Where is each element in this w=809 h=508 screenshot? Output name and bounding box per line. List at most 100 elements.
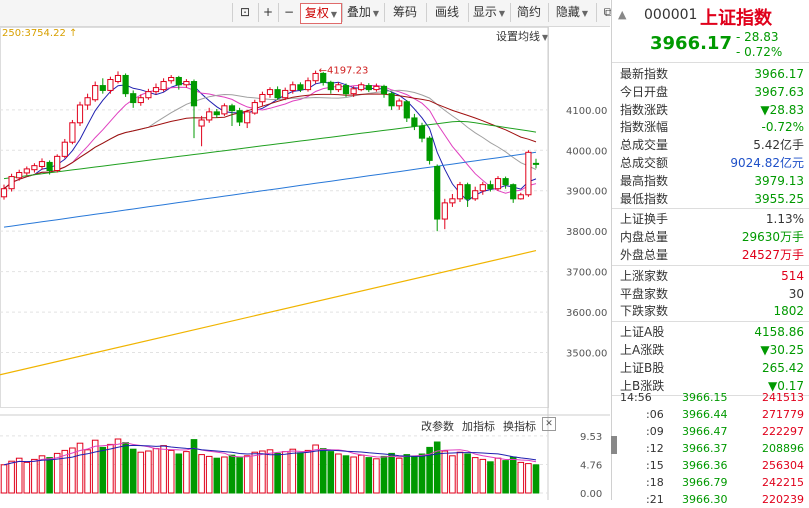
candle-body bbox=[434, 165, 441, 220]
toolbar-item-label: ⊡ bbox=[239, 5, 251, 19]
price-change-pct: - 0.72% bbox=[736, 45, 783, 59]
toolbar-item-1[interactable]: + bbox=[258, 3, 277, 22]
switch-indicator-link[interactable]: 换指标 bbox=[503, 420, 536, 433]
ma5-line bbox=[3, 81, 537, 202]
candle-body bbox=[304, 80, 312, 91]
volume-bar bbox=[449, 455, 456, 494]
candle-body bbox=[244, 111, 251, 124]
toolbar-item-0[interactable]: ⊡ bbox=[232, 3, 257, 22]
stat-value: 30 bbox=[788, 286, 804, 301]
volume-bar bbox=[145, 450, 152, 494]
ma-settings-button[interactable]: 设置均线 ▼ bbox=[496, 28, 548, 44]
candle-body bbox=[145, 91, 152, 99]
toolbar-item-label: 画线 bbox=[434, 5, 459, 19]
candle-body bbox=[190, 81, 198, 107]
scroll-up-icon[interactable]: ▲ bbox=[618, 8, 627, 21]
divider bbox=[612, 264, 809, 266]
stock-name: 上证指数 bbox=[700, 8, 772, 29]
volume-bar bbox=[494, 457, 502, 494]
tick-volume: 241513 bbox=[762, 391, 804, 404]
candle-body bbox=[23, 168, 30, 174]
stat-row: 上证换手 1.13% bbox=[620, 210, 808, 228]
tick-price: 3966.30 bbox=[682, 493, 728, 506]
volume-bar bbox=[274, 452, 281, 494]
toolbar-item-8[interactable]: 简约 bbox=[510, 3, 547, 22]
toolbar-item-5[interactable]: 筹码 bbox=[384, 3, 425, 22]
volume-ma5-line bbox=[3, 442, 537, 466]
toolbar-item-6[interactable]: 画线 bbox=[426, 3, 467, 22]
volume-bar bbox=[357, 454, 365, 494]
stat-label: 最新指数 bbox=[620, 67, 669, 81]
volume-bar bbox=[532, 464, 540, 494]
tick-time: :09 bbox=[646, 425, 664, 438]
candle-body bbox=[472, 190, 479, 200]
toolbar-item-4[interactable]: 叠加 ▼ bbox=[342, 3, 383, 22]
tick-row: :21 3966.30 220239 bbox=[620, 492, 808, 508]
candle-body bbox=[297, 84, 304, 91]
tick-row: :09 3966.47 222297 bbox=[620, 424, 808, 440]
volume-bar bbox=[175, 453, 183, 494]
volume-bar bbox=[304, 449, 312, 494]
candle-body bbox=[8, 176, 15, 190]
stat-label: 内盘总量 bbox=[620, 230, 669, 245]
stat-value: 29630万手 bbox=[741, 230, 804, 245]
ma20-line bbox=[3, 89, 537, 190]
candle-body bbox=[213, 111, 220, 116]
candle-body bbox=[456, 184, 464, 200]
volume-bar bbox=[281, 451, 289, 494]
edit-params-link[interactable]: 改参数 bbox=[421, 420, 454, 433]
toolbar-item-7[interactable]: 显示 ▼ bbox=[468, 3, 509, 22]
volume-bar bbox=[395, 457, 403, 494]
volume-bar bbox=[350, 456, 357, 494]
stat-row: 上证A股 4158.86 bbox=[620, 323, 808, 341]
volume-bar bbox=[38, 455, 46, 494]
volume-bar bbox=[456, 451, 464, 494]
toolbar-item-9[interactable]: 隐藏 ▼ bbox=[548, 3, 595, 22]
volume-bar bbox=[335, 453, 342, 494]
stat-value: 9024.82亿元 bbox=[730, 156, 804, 170]
tick-volume: 208896 bbox=[762, 442, 804, 455]
candle-body bbox=[358, 84, 365, 91]
volume-ma10-line bbox=[3, 444, 537, 466]
toolbar-item-2[interactable]: − bbox=[278, 3, 299, 22]
scrollbar-handle[interactable] bbox=[611, 436, 617, 454]
volume-bar bbox=[31, 458, 38, 494]
stat-value: 3979.13 bbox=[754, 173, 804, 188]
divider bbox=[612, 62, 809, 63]
stock-code: 000001 bbox=[644, 7, 698, 23]
close-icon[interactable]: ✕ bbox=[542, 417, 556, 431]
volume-bar bbox=[99, 446, 107, 494]
volume-bar bbox=[365, 457, 373, 494]
volume-bar bbox=[403, 454, 411, 494]
candle-body bbox=[335, 84, 342, 91]
candle-body bbox=[251, 102, 258, 114]
candle-body bbox=[388, 93, 395, 107]
volume-tick-label: 0.00 bbox=[580, 489, 602, 500]
toolbar-item-label: 复权 bbox=[304, 6, 329, 20]
candle-body bbox=[206, 111, 213, 121]
volume-bar bbox=[69, 447, 76, 494]
tick-time: :21 bbox=[646, 493, 664, 506]
ma-settings-label: 设置均线 bbox=[496, 30, 540, 43]
toolbar-item-10[interactable]: ⧉ bbox=[596, 3, 619, 22]
candle-body bbox=[168, 76, 175, 82]
stat-row: 上B涨跌 ▼0.17 bbox=[620, 377, 808, 395]
chevron-down-icon: ▼ bbox=[372, 9, 380, 18]
tick-volume: 256304 bbox=[762, 459, 804, 472]
stat-value: 5.42亿手 bbox=[753, 138, 804, 153]
stat-label: 今日开盘 bbox=[620, 84, 669, 99]
volume-bar bbox=[167, 449, 175, 494]
add-indicator-link[interactable]: 加指标 bbox=[462, 420, 495, 433]
volume-tick-label: 4.76 bbox=[580, 460, 602, 471]
candle-body bbox=[46, 161, 53, 172]
volume-bar bbox=[76, 442, 84, 494]
kline-chart[interactable]: 4100.00 4000.00 3900.00 3800.00 3700.00 3600.… bbox=[0, 27, 610, 500]
tick-price: 3966.37 bbox=[682, 442, 728, 455]
toolbar-item-3[interactable]: 复权 ▼ bbox=[300, 3, 342, 24]
volume-bar bbox=[487, 461, 494, 494]
stat-row: 上A涨跌 ▼30.25 bbox=[620, 341, 808, 359]
chevron-down-icon: ▼ bbox=[542, 33, 549, 42]
stat-row: 今日开盘 3967.63 bbox=[620, 83, 808, 101]
tick-volume: 220239 bbox=[762, 493, 804, 506]
stat-row: 最新指数 3966.17 bbox=[620, 65, 808, 83]
